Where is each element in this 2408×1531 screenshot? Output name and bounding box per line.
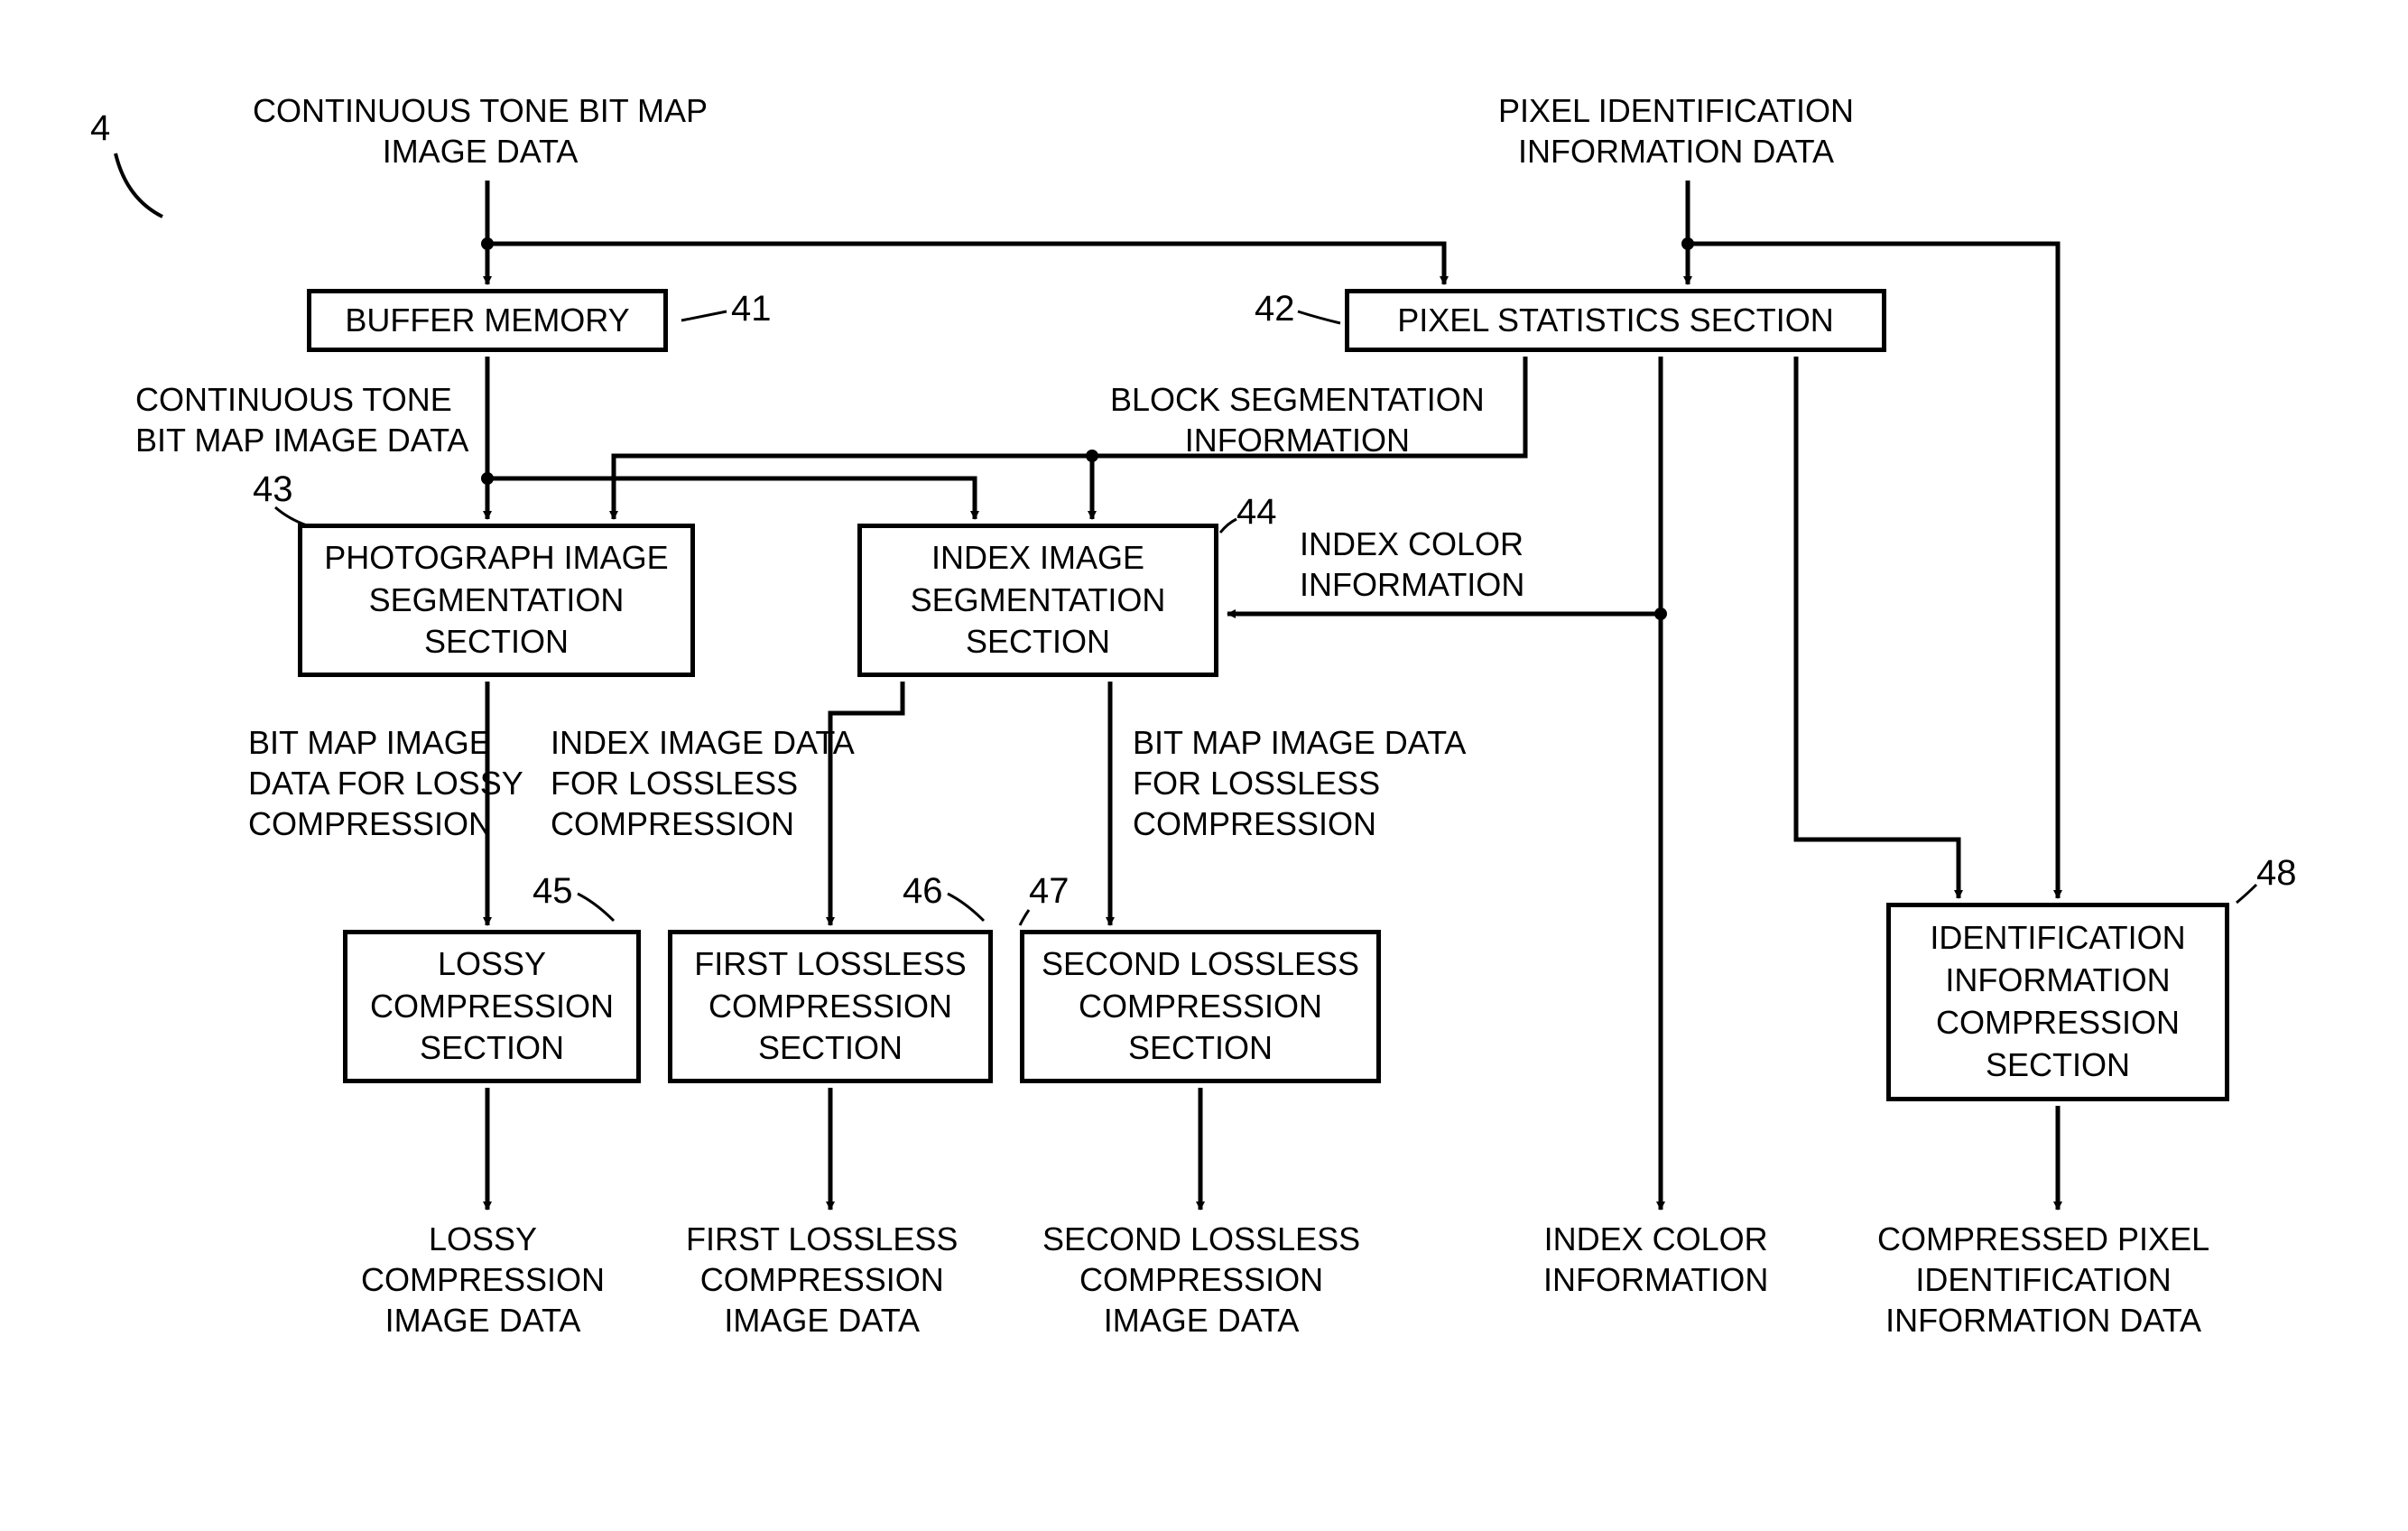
lossy-comp-box: LOSSY COMPRESSION SECTION xyxy=(343,930,641,1083)
figure-ref-4: 4 xyxy=(90,108,110,149)
ref-45: 45 xyxy=(533,871,573,912)
ref-48: 48 xyxy=(2256,853,2297,894)
pixel-stats-label: PIXEL STATISTICS SECTION xyxy=(1397,300,1833,342)
photo-seg-label: PHOTOGRAPH IMAGE SEGMENTATION SECTION xyxy=(310,537,683,663)
buffer-memory-label: BUFFER MEMORY xyxy=(345,300,629,342)
flowchart-canvas: 4 CONTINUOUS TONE BIT MAP IMAGE DATA PIX… xyxy=(0,0,2408,1531)
edge-indexcolor-label: INDEX COLOR INFORMATION xyxy=(1300,524,1524,605)
lossy-comp-label: LOSSY COMPRESSION SECTION xyxy=(355,943,629,1070)
ref-42: 42 xyxy=(1255,289,1295,329)
out-first-label: FIRST LOSSLESS COMPRESSION IMAGE DATA xyxy=(686,1219,958,1341)
photo-seg-box: PHOTOGRAPH IMAGE SEGMENTATION SECTION xyxy=(298,524,695,677)
out-compressed-pixel-label: COMPRESSED PIXEL IDENTIFICATION INFORMAT… xyxy=(1877,1219,2209,1341)
ref-44: 44 xyxy=(1236,492,1277,533)
index-seg-box: INDEX IMAGE SEGMENTATION SECTION xyxy=(857,524,1218,677)
out-indexcolor-label: INDEX COLOR INFORMATION xyxy=(1543,1219,1768,1300)
edge-ctbmid-label: CONTINUOUS TONE BIT MAP IMAGE DATA xyxy=(135,379,468,460)
first-lossless-label: FIRST LOSSLESS COMPRESSION SECTION xyxy=(680,943,981,1070)
ref-47: 47 xyxy=(1029,871,1070,912)
out-second-label: SECOND LOSSLESS COMPRESSION IMAGE DATA xyxy=(1042,1219,1360,1341)
out-lossy-label: LOSSY COMPRESSION IMAGE DATA xyxy=(361,1219,605,1341)
edge-bitmap-lossless-label: BIT MAP IMAGE DATA FOR LOSSLESS COMPRESS… xyxy=(1133,722,1466,844)
pixel-stats-box: PIXEL STATISTICS SECTION xyxy=(1345,289,1886,352)
input-ctbmid-label: CONTINUOUS TONE BIT MAP IMAGE DATA xyxy=(253,90,708,172)
second-lossless-label: SECOND LOSSLESS COMPRESSION SECTION xyxy=(1032,943,1369,1070)
ref-46: 46 xyxy=(903,871,943,912)
edge-blockseg-label: BLOCK SEGMENTATION INFORMATION xyxy=(1110,379,1485,460)
buffer-memory-box: BUFFER MEMORY xyxy=(307,289,668,352)
edge-bitmap-lossy-label: BIT MAP IMAGE DATA FOR LOSSY COMPRESSION xyxy=(248,722,523,844)
ref-43: 43 xyxy=(253,469,293,510)
second-lossless-box: SECOND LOSSLESS COMPRESSION SECTION xyxy=(1020,930,1381,1083)
input-pixel-id-label: PIXEL IDENTIFICATION INFORMATION DATA xyxy=(1498,90,1854,172)
id-info-comp-box: IDENTIFICATION INFORMATION COMPRESSION S… xyxy=(1886,903,2229,1101)
id-info-comp-label: IDENTIFICATION INFORMATION COMPRESSION S… xyxy=(1898,917,2218,1086)
edge-index-lossless-label: INDEX IMAGE DATA FOR LOSSLESS COMPRESSIO… xyxy=(551,722,855,844)
index-seg-label: INDEX IMAGE SEGMENTATION SECTION xyxy=(869,537,1207,663)
ref-41: 41 xyxy=(731,289,772,329)
first-lossless-box: FIRST LOSSLESS COMPRESSION SECTION xyxy=(668,930,993,1083)
